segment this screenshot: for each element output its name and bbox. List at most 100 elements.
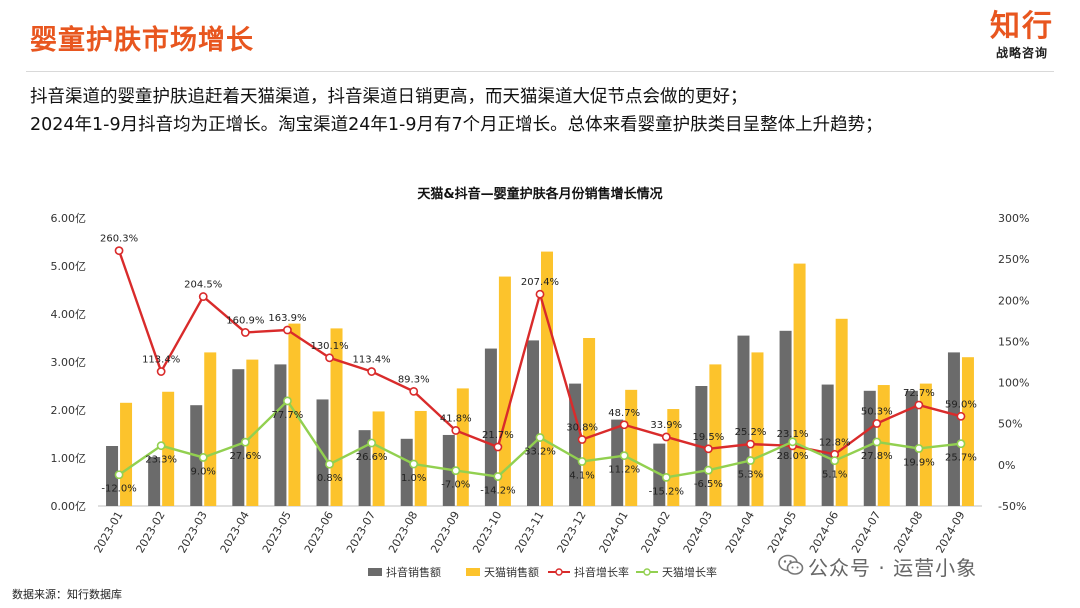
douyin-growth-label: 30.8%	[566, 423, 598, 434]
description-line-1: 抖音渠道的婴童护肤追赶着天猫渠道，抖音渠道日销更高，而天猫渠道大促节点会做的更好…	[30, 87, 748, 107]
x-tick-label: 2024-04	[723, 509, 757, 555]
tmall-growth-label: 33.2%	[524, 447, 556, 458]
tmall-sales-bar	[120, 402, 133, 506]
x-tick-label: 2024-05	[765, 509, 799, 555]
douyin-growth-label: 204.5%	[184, 280, 222, 291]
tmall-growth-label: -7.0%	[441, 480, 470, 491]
tmall-sales-bar	[877, 385, 890, 506]
y-left-tick-label: 4.00亿	[51, 308, 87, 321]
tmall-growth-label: 77.7%	[272, 410, 304, 421]
legend-marker	[643, 568, 651, 576]
tmall-growth-point	[409, 459, 419, 469]
tmall-growth-point	[535, 433, 545, 442]
douyin-growth-label: 163.9%	[268, 313, 306, 324]
watermark-brand: 公众号 · 运营小象	[808, 556, 978, 580]
y-left-tick-label: 0.00亿	[51, 500, 87, 513]
tmall-growth-point	[956, 439, 966, 449]
tmall-growth-point	[577, 457, 587, 466]
douyin-growth-point	[535, 289, 545, 299]
y-right-tick-label: 100%	[998, 377, 1029, 390]
x-tick-label: 2023-09	[428, 509, 462, 555]
douyin-sales-bar	[569, 383, 582, 506]
douyin-sales-bar	[106, 446, 119, 506]
tmall-growth-point	[619, 451, 629, 461]
sales-growth-chart: 天猫&抖音—婴童护肤各月份销售增长情况 0.00亿 1.00亿 2.00亿 3.00亿 4…	[51, 186, 1030, 579]
douyin-growth-point	[156, 367, 166, 376]
tmall-growth-label: 5.3%	[738, 469, 763, 480]
tmall-sales-bar	[288, 323, 301, 506]
tmall-growth-point	[914, 444, 924, 453]
logo-sub-text: 战略咨询	[995, 46, 1048, 60]
x-tick-label: 2023-01	[91, 509, 125, 555]
tmall-growth-point	[283, 396, 292, 406]
tmall-growth-point	[788, 437, 797, 447]
douyin-growth-point	[367, 367, 377, 376]
douyin-sales-bar	[821, 384, 834, 506]
legend-swatch	[466, 568, 480, 576]
douyin-sales-bar	[947, 352, 960, 506]
x-tick-label: 2023-10	[470, 509, 504, 555]
douyin-growth-point	[746, 439, 755, 449]
tmall-growth-label: 23.3%	[145, 455, 177, 466]
douyin-growth-point	[661, 432, 671, 442]
tmall-growth-point	[661, 472, 671, 482]
douyin-sales-bar	[611, 419, 624, 506]
tmall-sales-bar	[246, 359, 259, 506]
legend-label: 天猫销售额	[484, 565, 539, 579]
legend-swatch	[368, 568, 382, 576]
tmall-sales-bar	[667, 409, 680, 506]
douyin-growth-label: 59.0%	[945, 399, 977, 410]
data-source-note: 数据来源：知行数据库	[12, 588, 122, 601]
tmall-growth-label: 11.2%	[608, 465, 640, 476]
tmall-growth-label: 27.8%	[861, 451, 893, 462]
tmall-sales-bar	[414, 410, 427, 506]
x-tick-label: 2023-02	[133, 509, 167, 555]
legend-marker	[555, 568, 563, 576]
x-tick-label: 2023-07	[344, 509, 378, 555]
douyin-sales-bar	[400, 438, 413, 506]
wechat-icon	[778, 554, 804, 575]
douyin-growth-label: 41.8%	[440, 413, 472, 424]
douyin-growth-label: 33.9%	[650, 420, 682, 431]
legend-label: 抖音增长率	[574, 565, 629, 579]
douyin-sales-bar	[274, 364, 287, 506]
douyin-sales-bar	[779, 330, 792, 506]
x-tick-label: 2024-03	[681, 509, 715, 555]
tmall-growth-label: -15.2%	[649, 486, 684, 497]
douyin-growth-point	[240, 328, 250, 337]
douyin-growth-point	[114, 246, 124, 256]
x-tick-label: 2024-06	[807, 509, 841, 555]
y-left-tick-label: 1.00亿	[51, 452, 87, 465]
douyin-growth-label: 160.9%	[226, 315, 264, 326]
x-tick-label: 2024-02	[639, 509, 673, 555]
douyin-growth-label: 48.7%	[608, 408, 640, 419]
y-right-tick-label: 200%	[998, 294, 1029, 307]
tmall-growth-point	[114, 470, 124, 480]
x-tick-label: 2023-11	[512, 509, 546, 555]
douyin-growth-label: 113.4%	[353, 355, 391, 366]
tmall-growth-point	[872, 437, 882, 447]
y-right-tick-label: 250%	[998, 253, 1029, 266]
tmall-growth-label: -6.5%	[694, 479, 723, 490]
header-divider	[26, 71, 1054, 72]
x-tick-label: 2023-04	[218, 509, 252, 555]
tmall-growth-label: 28.0%	[777, 451, 809, 462]
douyin-sales-bar	[484, 348, 497, 506]
tmall-sales-bar	[793, 263, 806, 506]
description-line-2: 2024年1-9月抖音均为正增长。淘宝渠道24年1-9月有7个月正增长。总体来看…	[30, 115, 883, 135]
douyin-growth-point	[325, 353, 334, 363]
chart-title: 天猫&抖音—婴童护肤各月份销售增长情况	[417, 186, 662, 202]
tmall-sales-bar	[625, 389, 638, 506]
tmall-growth-point	[451, 466, 461, 476]
douyin-growth-point	[703, 444, 713, 454]
tmall-growth-label: 5.1%	[822, 470, 847, 481]
douyin-growth-label: 113.4%	[142, 355, 180, 366]
y-left-tick-label: 3.00亿	[51, 356, 87, 369]
douyin-growth-point	[493, 442, 503, 452]
tmall-growth-point	[830, 456, 840, 466]
legend-label: 抖音销售额	[386, 565, 441, 579]
tmall-growth-label: -12.0%	[101, 484, 136, 495]
douyin-growth-point	[914, 400, 924, 410]
tmall-growth-point	[746, 456, 755, 465]
tmall-sales-bar	[204, 352, 217, 506]
